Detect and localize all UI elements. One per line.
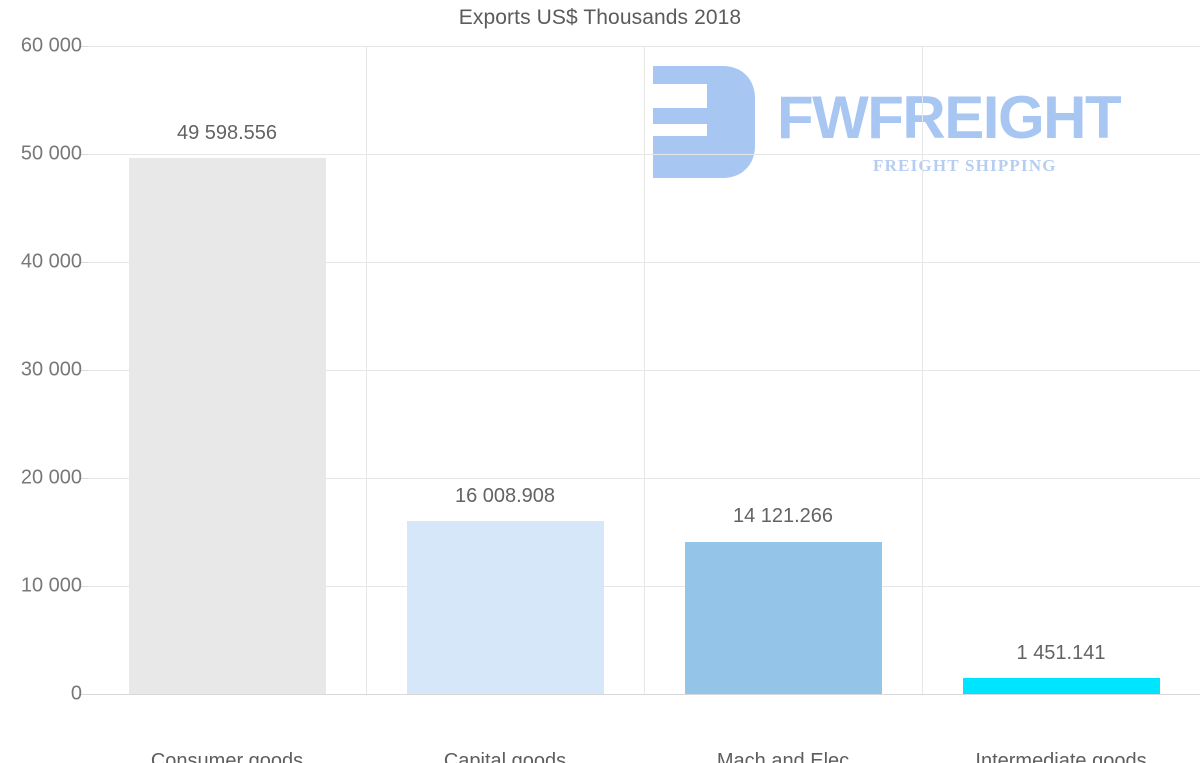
y-tick-label: 60 000: [20, 34, 82, 57]
x-tick-label: Consumer goods: [150, 750, 304, 763]
y-tick-mark: [81, 694, 88, 695]
y-tick-mark: [81, 370, 88, 371]
x-tick-label: Mach and Elec: [716, 750, 850, 763]
y-tick-label: 50 000: [20, 142, 82, 165]
gridline-vertical: [922, 46, 923, 695]
bar-value-label: 14 121.266: [732, 505, 834, 528]
y-tick-label: 10 000: [20, 574, 82, 597]
y-tick-mark: [81, 46, 88, 47]
bar[interactable]: [406, 521, 604, 694]
bar-value-label: 49 598.556: [176, 122, 278, 145]
chart-title: Exports US$ Thousands 2018: [458, 6, 742, 29]
y-tick-label: 30 000: [20, 358, 82, 381]
bar[interactable]: [128, 158, 326, 694]
gridline-vertical: [644, 46, 645, 695]
y-tick-mark: [81, 262, 88, 263]
bar-value-label: 1 451.141: [1016, 642, 1106, 665]
bar[interactable]: [684, 541, 882, 694]
bar[interactable]: [962, 678, 1160, 694]
y-tick-mark: [81, 586, 88, 587]
y-tick-mark: [81, 478, 88, 479]
bar-value-label: 16 008.908: [454, 485, 556, 508]
y-tick-label: 20 000: [20, 466, 82, 489]
y-tick-label: 40 000: [20, 250, 82, 273]
x-axis-line: [88, 694, 1200, 695]
gridline-vertical: [366, 46, 367, 695]
plot-area: 0 10 000 20 000 30 000 40 000 50 000 60 000 49…: [21, 35, 1200, 763]
y-tick-label: 0: [70, 682, 82, 705]
x-tick-label: Capital goods: [443, 750, 567, 763]
x-tick-label: Intermediate goods: [975, 750, 1147, 763]
y-tick-mark: [81, 154, 88, 155]
